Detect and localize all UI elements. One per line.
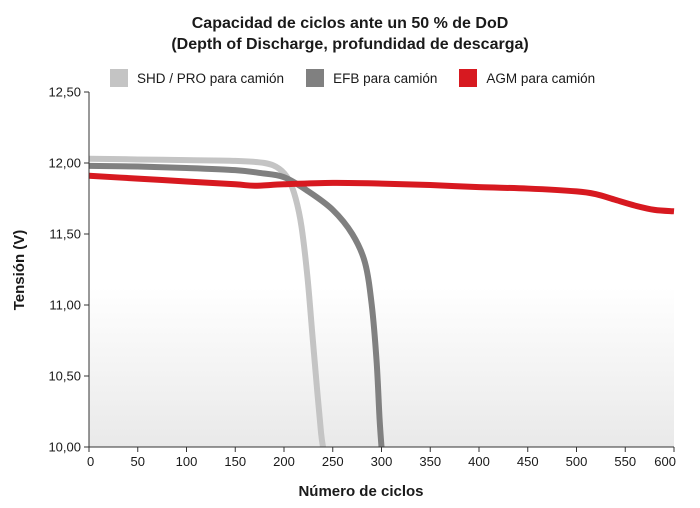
y-tick-label: 12,00 <box>48 156 81 171</box>
y-tick-label: 10,50 <box>48 369 81 384</box>
y-axis-ticks: 10,00 10,50 11,00 11,50 12,00 12,50 <box>48 85 89 455</box>
x-axis-title: Número de ciclos <box>298 483 423 500</box>
legend: SHD / PRO para camión EFB para camión AG… <box>110 68 617 88</box>
legend-label-agm: AGM para camión <box>486 70 596 86</box>
x-tick-label: 300 <box>371 454 393 469</box>
x-tick-label: 500 <box>566 454 588 469</box>
x-tick-label: 150 <box>224 454 246 469</box>
legend-item-shd-pro: SHD / PRO para camión <box>110 69 284 87</box>
chart-title: Capacidad de ciclos ante un 50 % de DoD … <box>0 13 700 55</box>
x-tick-label: 450 <box>517 454 539 469</box>
legend-label-shd-pro: SHD / PRO para camión <box>137 70 285 86</box>
plot-area-background <box>89 92 674 447</box>
y-tick-label: 11,50 <box>49 227 81 242</box>
legend-item-efb: EFB para camión <box>306 69 437 87</box>
y-axis-title: Tensión (V) <box>11 230 28 311</box>
chart-title-line-2: (Depth of Discharge, profundidad de desc… <box>171 36 529 53</box>
series-line-efb-para-cami-n <box>88 162 385 448</box>
legend-swatch-shd-pro <box>110 69 128 87</box>
legend-swatch-efb <box>306 69 325 87</box>
legend-swatch-agm <box>459 69 478 87</box>
y-tick-label: 11,00 <box>49 298 81 313</box>
x-tick-label: 400 <box>468 454 490 469</box>
x-tick-label: 350 <box>419 454 441 469</box>
chart-title-line-1: Capacidad de ciclos ante un 50 % de DoD <box>191 15 509 32</box>
x-axis-ticks: 0 50 100 150 200 250 300 350 400 450 500 550 600 <box>87 447 676 469</box>
series-line-shd-pro-para-cami-n <box>88 155 326 448</box>
legend-item-agm: AGM para camión <box>459 69 595 87</box>
x-tick-label: 600 <box>654 454 676 469</box>
y-tick-label: 10,00 <box>48 440 81 455</box>
x-tick-label: 250 <box>322 454 344 469</box>
x-tick-label: 0 <box>87 454 94 469</box>
y-tick-label: 12,50 <box>48 85 81 100</box>
x-tick-label: 550 <box>614 454 636 469</box>
x-tick-label: 100 <box>176 454 198 469</box>
series-lines <box>88 155 675 448</box>
x-tick-label: 50 <box>131 454 145 469</box>
x-tick-label: 200 <box>273 454 295 469</box>
legend-label-efb: EFB para camión <box>333 70 438 86</box>
series-line-agm-para-cami-n <box>88 172 675 215</box>
